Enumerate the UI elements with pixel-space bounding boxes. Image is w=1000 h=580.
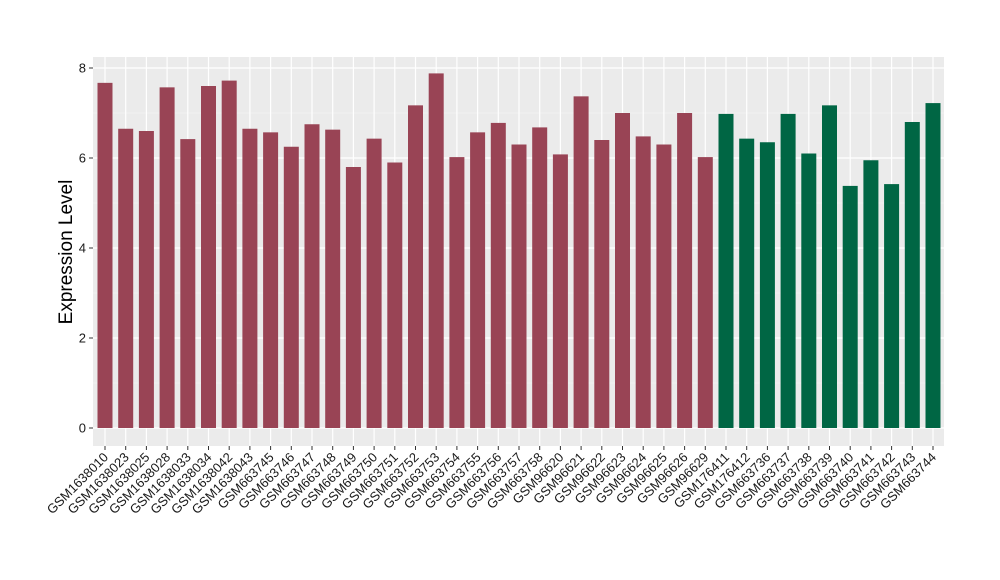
bar-GSM663740 [842, 185, 858, 428]
bar-GSM1638033 [180, 139, 196, 428]
bar-GSM663752 [408, 105, 423, 428]
bar-GSM663745 [263, 132, 279, 428]
x-axis: GSM1638010GSM1638023GSM1638025GSM1638028… [44, 446, 939, 517]
bar-GSM1638028 [159, 87, 175, 428]
y-tick-label: 2 [79, 331, 86, 346]
bar-GSM96622 [594, 140, 610, 428]
bar-GSM663747 [304, 124, 320, 428]
bar-GSM663754 [449, 157, 465, 428]
bar-GSM96624 [635, 136, 651, 428]
bar-GSM663736 [759, 142, 775, 428]
bar-GSM1638010 [97, 82, 113, 428]
bar-GSM96620 [552, 154, 568, 428]
bar-GSM1638042 [221, 80, 237, 428]
bar-GSM663756 [490, 122, 506, 429]
bar-GSM96629 [697, 157, 713, 428]
bar-GSM663737 [780, 113, 796, 429]
bar-GSM96625 [656, 144, 672, 428]
bar-GSM1638023 [118, 128, 134, 428]
bar-GSM663746 [283, 146, 299, 428]
bar-GSM663753 [428, 73, 444, 429]
bar-GSM663749 [345, 167, 361, 428]
bar-GSM663748 [325, 129, 341, 428]
bar-GSM663741 [863, 160, 879, 428]
y-tick-label: 0 [79, 421, 86, 436]
bar-GSM663739 [822, 105, 837, 428]
bar-GSM663751 [387, 162, 403, 428]
y-axis: 0 2 4 6 8 [79, 61, 93, 436]
y-tick-label: 6 [79, 151, 86, 166]
bar-GSM1638025 [138, 131, 154, 428]
bar-GSM176411 [718, 113, 734, 429]
y-tick-label: 4 [79, 241, 86, 256]
bar-GSM663744 [925, 103, 941, 428]
bar-GSM663743 [904, 122, 920, 428]
bar-GSM176412 [739, 138, 755, 428]
bar-GSM663757 [511, 144, 527, 428]
y-axis-title: Expression Level [56, 180, 77, 325]
bar-GSM663755 [470, 132, 486, 428]
bar-GSM663750 [366, 138, 382, 428]
bar-GSM96621 [573, 96, 589, 428]
bar-GSM96623 [615, 113, 630, 428]
y-tick-label: 8 [79, 61, 86, 76]
bar-GSM96626 [677, 113, 693, 428]
bar-GSM1638034 [201, 86, 216, 428]
bar-GSM1638043 [242, 128, 258, 428]
bar-GSM663758 [532, 127, 548, 429]
bar-GSM663742 [884, 184, 900, 428]
bars [97, 73, 941, 429]
bar-GSM663738 [801, 153, 817, 428]
